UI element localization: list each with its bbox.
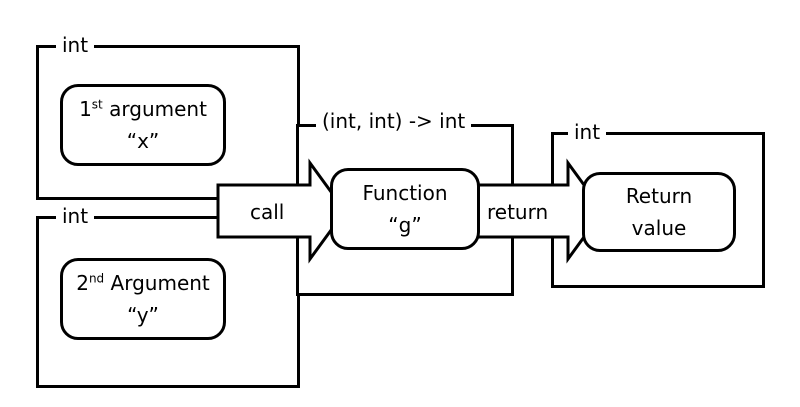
function-box: Function “g”: [330, 168, 480, 250]
return-value-box: Return value: [582, 172, 736, 252]
first-argument-name: “x”: [126, 129, 160, 153]
call-arrow-label: call: [250, 200, 285, 224]
first-argument-title: 1st argument: [79, 97, 207, 121]
second-argument-name: “y”: [127, 303, 159, 327]
call-arrow: [216, 158, 347, 264]
return-value-line1: Return: [625, 184, 693, 208]
return-arrow-label: return: [487, 200, 549, 224]
second-argument-title: 2nd Argument: [76, 271, 210, 295]
function-title: Function: [362, 181, 448, 205]
arg2-type-label: int: [56, 204, 95, 228]
first-argument-box: 1st argument “x”: [60, 84, 226, 166]
return-type-label: int: [568, 120, 607, 144]
arg1-type-label: int: [56, 33, 95, 57]
second-argument-box: 2nd Argument “y”: [60, 258, 226, 340]
function-type-label: (int, int) -> int: [316, 109, 472, 133]
return-value-line2: value: [631, 216, 687, 240]
function-name: “g”: [388, 213, 422, 237]
